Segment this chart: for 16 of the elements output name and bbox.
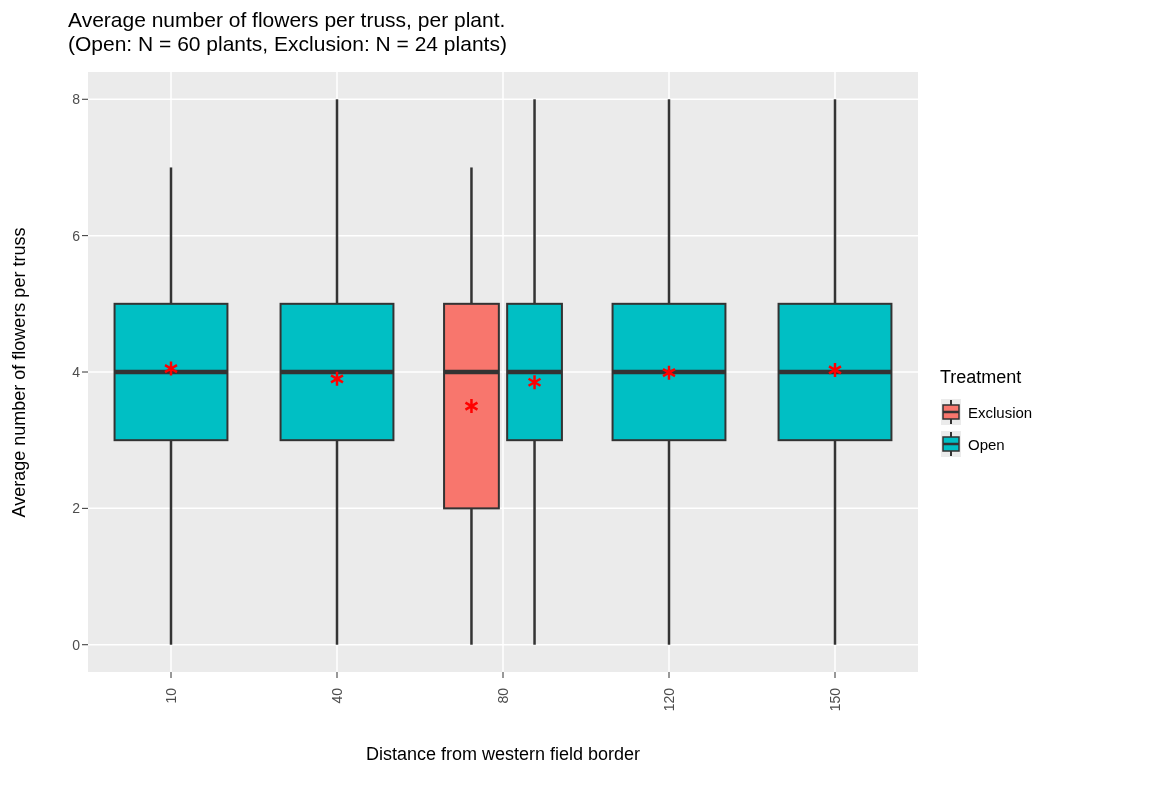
y-tick-label: 0 — [72, 636, 81, 653]
y-tick-label: 8 — [72, 91, 81, 108]
x-tick-label: 120 — [661, 687, 677, 712]
x-tick-label: 40 — [329, 687, 345, 704]
x-tick-label: 10 — [163, 687, 179, 704]
y-axis-title: Average number of flowers per truss — [9, 227, 31, 517]
x-axis-title: Distance from western field border — [364, 744, 642, 765]
y-tick-label: 4 — [72, 363, 81, 380]
legend-label: Exclusion — [968, 403, 1033, 421]
x-tick-label: 150 — [827, 687, 843, 712]
y-tick-label: 6 — [72, 227, 81, 244]
x-tick-label: 80 — [495, 687, 511, 704]
y-tick-label: 2 — [72, 500, 81, 517]
chart-title: Average number of flowers per truss, per plant. (Open: N = 60 plants, Exclusion: N = 24 plants) — [68, 8, 508, 56]
legend-label: Open — [968, 435, 1005, 453]
legend-title: Treatment — [940, 367, 1023, 388]
